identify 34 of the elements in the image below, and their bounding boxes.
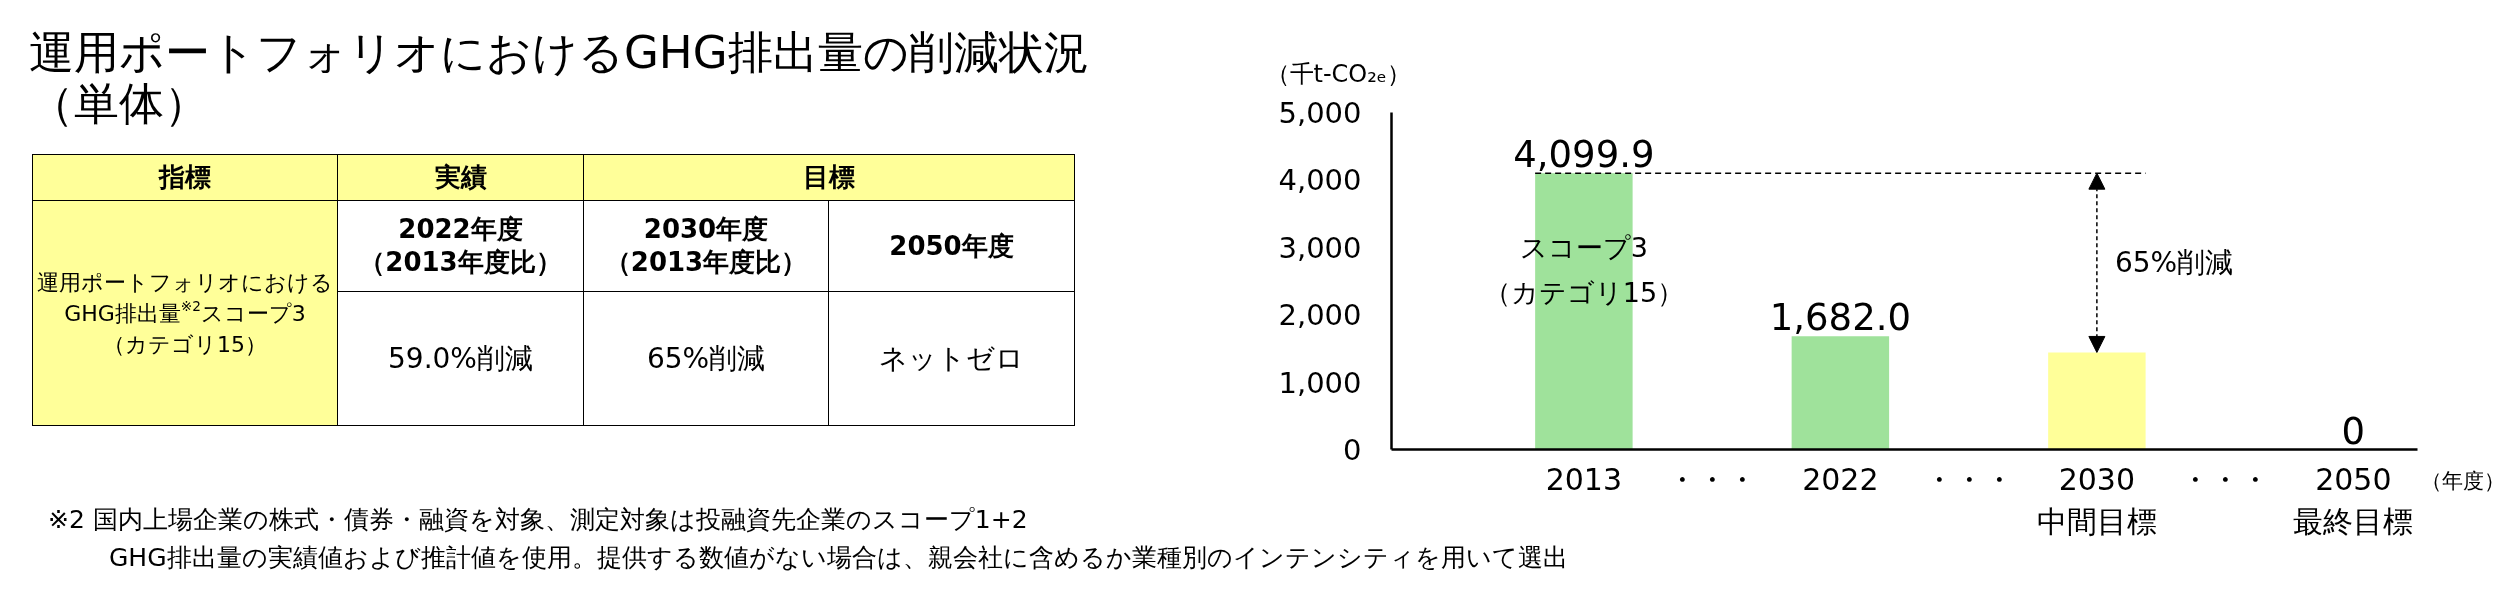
x-tick-label: 2013: [1545, 461, 1623, 497]
y-tick-label: 4,000: [1278, 163, 1362, 198]
text: 2022年度（2013年度比）: [337, 200, 584, 292]
text: 2030年度（2013年度比）: [583, 200, 829, 292]
data-label: 0: [2341, 409, 2366, 453]
text: 指標: [32, 154, 338, 201]
text: ※2 国内上場企業の株式・債券・融資を対象、測定対象は投融資先企業のスコープ1+2 GHG排出量の実績値および推計値を使用。提供する数値がない場合は、親会社に含めるか業種別のインテンシティを用いて選出: [48, 504, 1568, 574]
text: 2050年度: [828, 200, 1075, 292]
y-tick-label: 3,000: [1278, 230, 1362, 265]
annotation: スコープ3 （カテゴリ15）: [1483, 231, 1685, 308]
data-label: 4,099.9: [1513, 133, 1655, 177]
text: 65%削減: [583, 291, 829, 426]
x-axis-title: （年度）: [2421, 468, 2505, 495]
x-tick-label: ・・・: [2180, 461, 2271, 497]
text: 実績: [337, 154, 584, 201]
text: 59.0%削減: [337, 291, 584, 426]
x-tick-label: ・・・: [1923, 461, 2014, 497]
y-axis-title: （千t-CO₂ₑ）: [1265, 59, 1411, 88]
text: 運用ポートフォリオにおけるGHG排出量の削減状況（単体）: [29, 26, 1090, 130]
x-tick-label: 2030 中間目標: [2036, 461, 2157, 539]
y-tick-label: 1,000: [1278, 365, 1362, 400]
bar: [1791, 336, 1890, 450]
y-tick-label: 5,000: [1278, 96, 1362, 130]
text: ネットゼロ: [828, 291, 1075, 426]
data-label: 1,682.0: [1769, 296, 1911, 340]
text: 運用ポートフォリオにおけるGHG排出量$^{※2}$スコープ3（カテゴリ15）: [32, 200, 338, 426]
x-tick-label: 2022: [1802, 461, 1879, 497]
y-tick-label: 2,000: [1278, 298, 1362, 333]
x-tick-label: ・・・: [1667, 461, 1758, 497]
annotation: 65%削減: [2114, 246, 2234, 280]
x-tick-label: 2050 最終目標: [2293, 461, 2414, 539]
y-tick-label: 0: [1343, 433, 1362, 467]
text: 目標: [583, 154, 1075, 201]
bar: [2048, 352, 2146, 450]
